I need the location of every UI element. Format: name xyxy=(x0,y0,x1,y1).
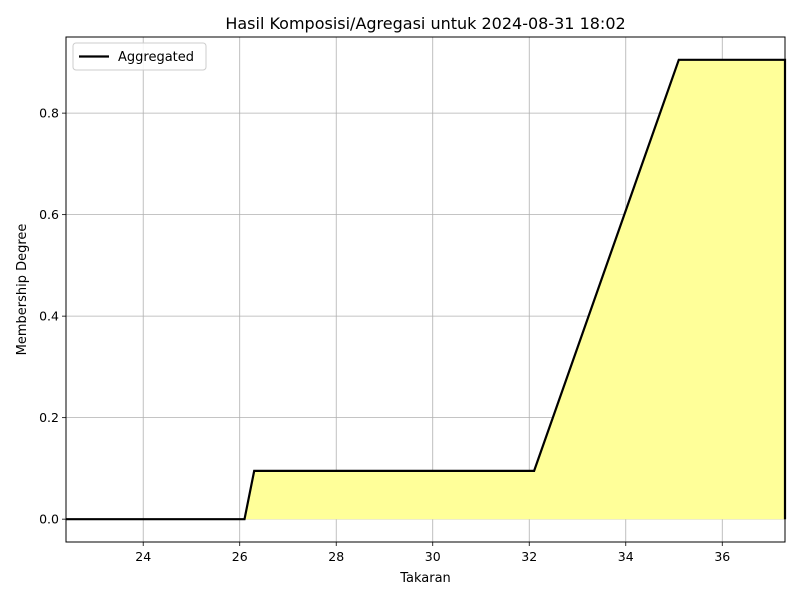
legend-box xyxy=(72,42,207,71)
chart-title: Hasil Komposisi/Agregasi untuk 2024-08-3… xyxy=(225,14,625,33)
plot-frame xyxy=(65,36,786,543)
x-tick-label: 32 xyxy=(521,549,537,564)
y-tick-label: 0.8 xyxy=(39,106,59,121)
x-tick-label: 36 xyxy=(714,549,730,564)
y-tick-label: 0.2 xyxy=(39,410,59,425)
x-tick-label: 30 xyxy=(425,549,441,564)
x-tick-label: 28 xyxy=(328,549,344,564)
y-axis-title: Membership Degree xyxy=(15,224,30,356)
x-tick-label: 34 xyxy=(618,549,634,564)
x-tick-label: 26 xyxy=(232,549,248,564)
y-tick-label: 0.4 xyxy=(39,309,59,324)
y-tick-label: 0.0 xyxy=(39,512,59,527)
x-axis-ticks: 24 26 28 30 32 34 36 xyxy=(135,542,730,564)
y-tick-label: 0.6 xyxy=(39,207,59,222)
x-axis-title: Takaran xyxy=(399,571,451,586)
legend: Aggregated xyxy=(72,42,207,71)
area-fill xyxy=(66,59,785,520)
y-axis-ticks: 0.0 0.2 0.4 0.6 0.8 xyxy=(39,106,66,527)
x-tick-label: 24 xyxy=(135,549,151,564)
legend-label-aggregated: Aggregated xyxy=(118,50,194,65)
